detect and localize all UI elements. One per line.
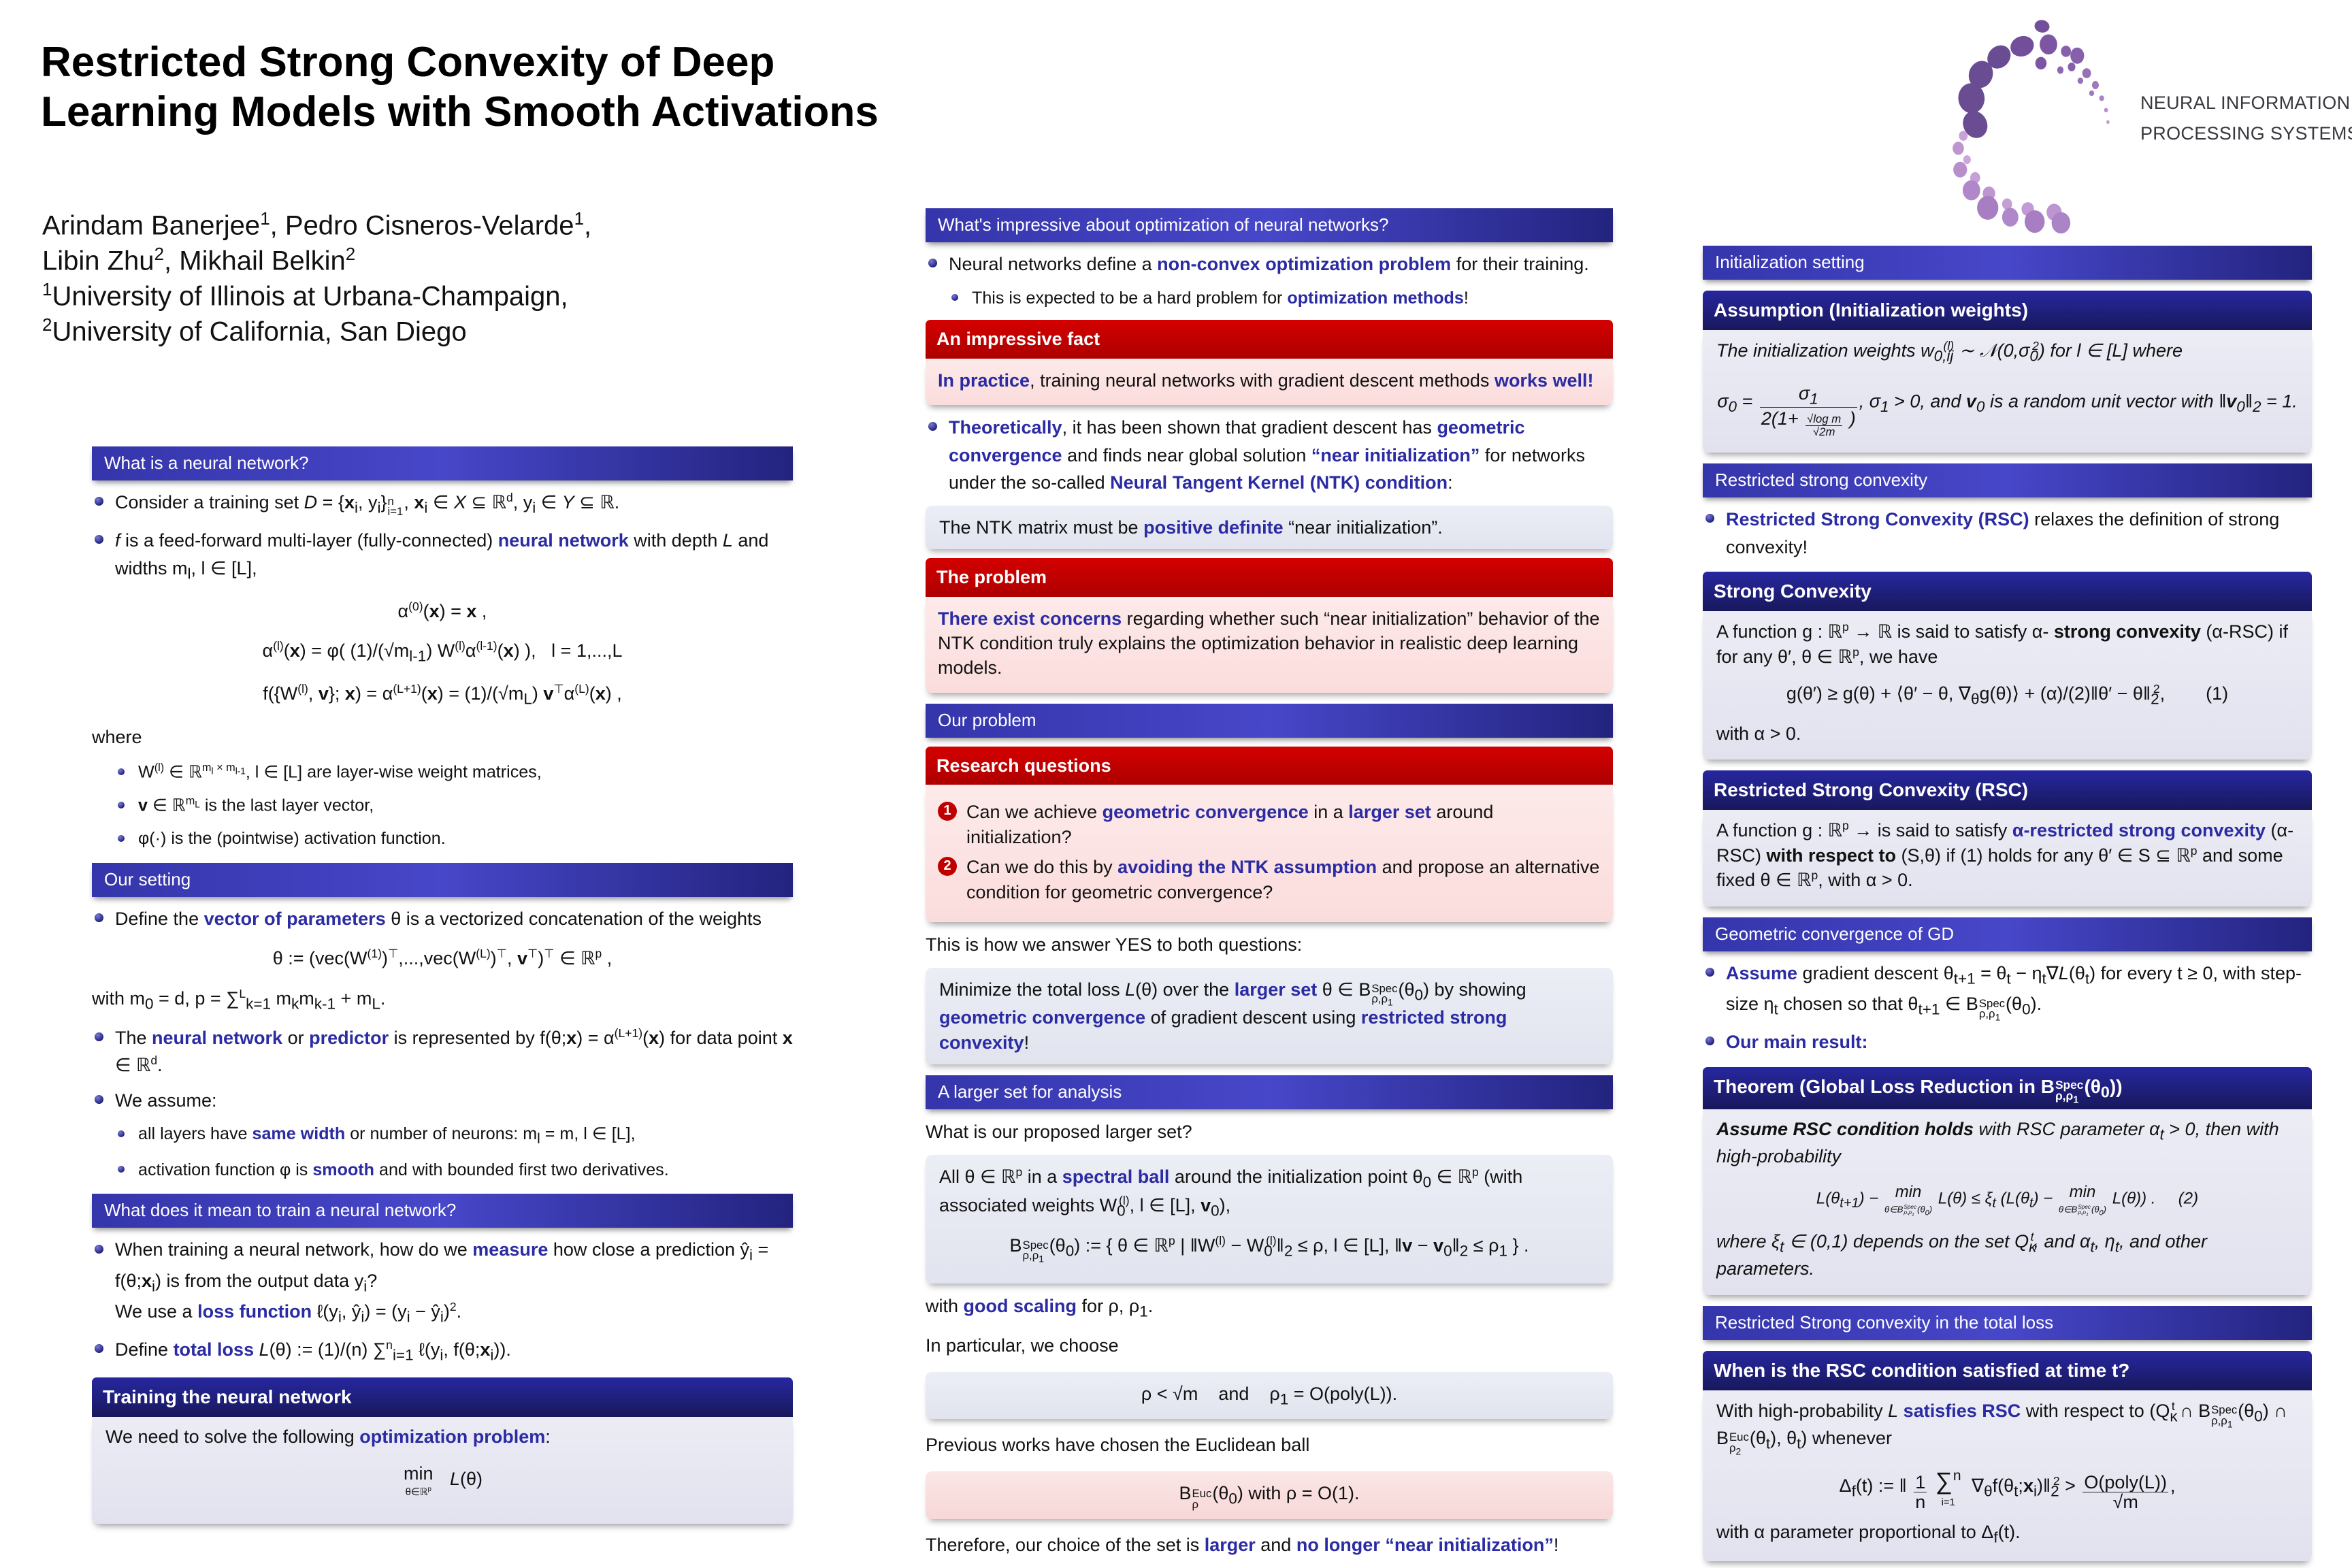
svg-text:PROCESSING SYSTEMS: PROCESSING SYSTEMS xyxy=(2140,123,2352,144)
svg-text:NEURAL INFORMATION: NEURAL INFORMATION xyxy=(2140,93,2350,113)
